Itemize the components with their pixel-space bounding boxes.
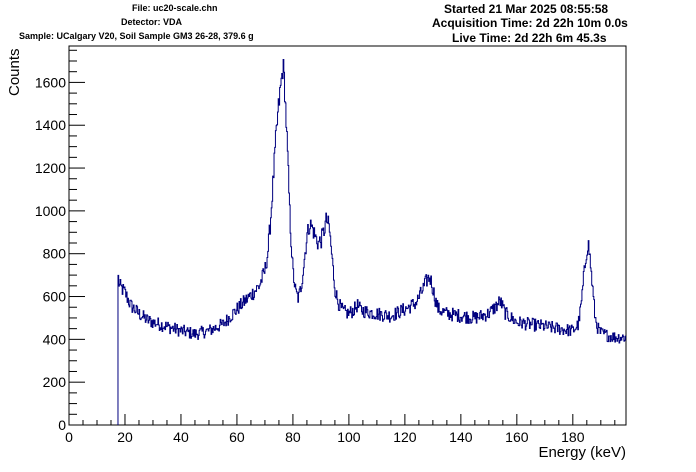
x-tick-label: 140	[449, 429, 473, 445]
acquisition-time-label: Acquisition Time: 2d 22h 10m 0.0s	[432, 16, 628, 30]
x-tick-label: 120	[393, 429, 417, 445]
started-label: Started 21 Mar 2025 08:55:58	[444, 2, 609, 16]
plot-frame	[68, 45, 627, 426]
x-tick-label: 80	[285, 429, 301, 445]
y-tick-label: 400	[43, 331, 67, 347]
sample-label: Sample: UCalgary V20, Soil Sample GM3 26…	[19, 31, 254, 41]
spectrum-line	[117, 59, 626, 425]
live-time-label: Live Time: 2d 22h 6m 45.3s	[452, 31, 607, 45]
x-tick-label: 100	[337, 429, 361, 445]
tick-labels: 0 20 40 60 80 100 120 140 160 180 0 200 400 600 800 100…	[35, 74, 585, 445]
axis-ticks	[68, 49, 616, 426]
y-axis-title: Counts	[6, 48, 23, 96]
y-tick-label: 1200	[35, 160, 66, 176]
detector-label: Detector: VDA	[121, 17, 183, 27]
x-tick-label: 160	[505, 429, 529, 445]
x-axis-title: Energy (keV)	[538, 444, 626, 461]
y-tick-label: 800	[43, 246, 67, 262]
x-tick-label: 60	[229, 429, 245, 445]
y-tick-label: 200	[43, 374, 67, 390]
y-tick-label: 1000	[35, 203, 66, 219]
x-tick-label: 40	[173, 429, 189, 445]
y-tick-label: 1600	[35, 74, 66, 90]
x-tick-label: 0	[65, 429, 73, 445]
x-tick-label: 180	[561, 429, 585, 445]
file-label: File: uc20-scale.chn	[132, 3, 218, 13]
y-tick-label: 0	[58, 417, 66, 433]
y-tick-label: 600	[43, 289, 67, 305]
x-tick-label: 20	[117, 429, 133, 445]
y-tick-label: 1400	[35, 117, 66, 133]
